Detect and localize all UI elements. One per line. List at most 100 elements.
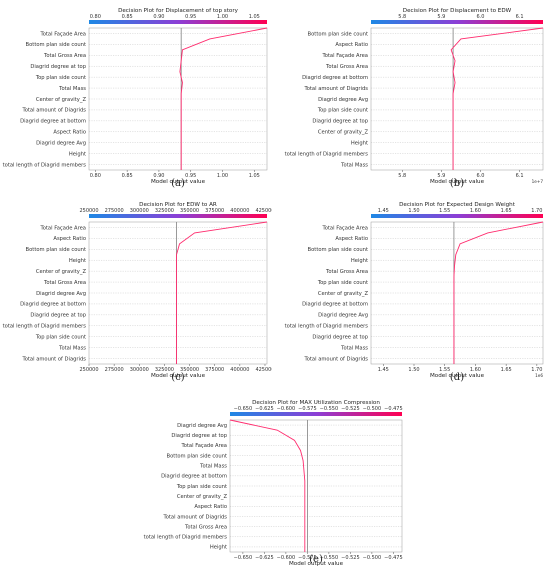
feature-label: total length of Diagrid members (3, 162, 87, 168)
x-tick-label: 5.9 (437, 173, 445, 179)
decision-plot-svg: Decision Plot for MAX Utilization Compre… (144, 400, 403, 567)
decision-plot-svg: Decision Plot for Expected Design Weight… (285, 202, 544, 379)
feature-label: total length of Diagrid members (144, 535, 228, 541)
feature-label: Total amount of Diagrids (21, 356, 86, 362)
feature-label: Diagrid degree at bottom (302, 302, 368, 308)
colorbar (89, 20, 267, 24)
feature-label: Center of gravity_Z (36, 97, 87, 103)
colorbar (371, 214, 543, 218)
x-tick-label: −0.500 (363, 555, 382, 561)
feature-label: Diagrid degree at top (312, 119, 368, 125)
feature-label: Top plan side count (35, 75, 86, 81)
x-tick-label: −0.550 (320, 555, 339, 561)
x-tick-label: 6.1 (516, 173, 524, 179)
feature-label: Diagrid degree Avg (177, 423, 227, 429)
feature-label: Total Façade Area (180, 443, 227, 449)
panel-label: (a) (171, 178, 185, 189)
colorbar-tick-label: 1.65 (501, 208, 512, 214)
feature-label: Total amount of Diagrids (21, 108, 86, 114)
feature-label: Diagrid degree Avg (36, 140, 86, 146)
x-tick-label: −0.475 (384, 555, 403, 561)
x-axis-label: Model output value (151, 373, 206, 378)
feature-label: total length of Diagrid members (285, 151, 369, 157)
colorbar-tick-label: 0.90 (153, 14, 164, 20)
colorbar (371, 20, 543, 24)
feature-label: Total amount of Diagrids (303, 356, 368, 362)
feature-label: Diagrid degree Avg (318, 97, 368, 103)
feature-label: Height (69, 151, 86, 157)
colorbar-tick-label: 1.45 (378, 208, 389, 214)
x-tick-label: 5.8 (398, 173, 406, 179)
x-tick-label: 425000 (255, 367, 272, 373)
x-tick-label: 0.85 (122, 173, 133, 179)
chart-title: Decision Plot for Expected Design Weight (399, 202, 516, 208)
feature-label: Diagrid degree at bottom (161, 474, 227, 480)
decision-plot-4: Decision Plot for Expected Design Weight… (276, 198, 548, 382)
x-tick-label: −0.600 (277, 555, 296, 561)
feature-label: total length of Diagrid members (285, 324, 369, 330)
colorbar-tick-label: −0.475 (384, 406, 403, 412)
x-tick-label: 325000 (155, 367, 174, 373)
x-tick-label: 250000 (79, 367, 98, 373)
feature-label: Total amount of Diagrids (303, 86, 368, 92)
plot-area (370, 27, 544, 171)
chart-title: Decision Plot for Displacement to EDW (403, 8, 512, 14)
decision-plot-svg: Decision Plot for EDW to AR 250000 275000 3… (3, 202, 275, 379)
colorbar (89, 214, 267, 218)
x-tick-label: 0.90 (153, 173, 164, 179)
axis-offset-text: 1e+7 (532, 179, 544, 184)
colorbar-tick-label: 425000 (255, 208, 272, 214)
colorbar-tick-label: 1.60 (470, 208, 481, 214)
feature-label: Diagrid degree Avg (318, 313, 368, 319)
axis-offset-text: 1e6 (535, 373, 543, 378)
feature-label: Total Mass (199, 463, 227, 469)
feature-label: Total amount of Diagrids (162, 514, 227, 520)
plot-area (88, 221, 268, 365)
x-tick-label: 400000 (230, 367, 249, 373)
feature-label: Total Façade Area (321, 225, 368, 231)
feature-label: Aspect Ratio (335, 236, 368, 242)
feature-label: Total Mass (58, 345, 86, 351)
decision-plot-svg: Decision Plot for Displacement to EDW 5.8… (285, 8, 544, 185)
feature-label: Height (351, 258, 368, 264)
x-tick-label: 0.80 (90, 173, 101, 179)
feature-label: Total Mass (58, 86, 86, 92)
feature-label: Top plan side count (176, 484, 227, 490)
feature-label: Diagrid degree Avg (36, 291, 86, 297)
colorbar-tick-label: −0.650 (234, 406, 253, 412)
decision-path (179, 27, 268, 170)
feature-label: Height (69, 258, 86, 264)
colorbar-tick-label: −0.500 (363, 406, 382, 412)
feature-label: Total Gross Area (43, 53, 86, 59)
colorbar-tick-label: 0.85 (122, 14, 133, 20)
x-tick-label: −0.525 (341, 555, 360, 561)
colorbar-tick-label: 250000 (79, 208, 98, 214)
decision-path (450, 27, 544, 170)
chart-title: Decision Plot for Displacement of top st… (118, 8, 239, 14)
feature-label: Bottom plan side count (308, 247, 368, 253)
chart-title: Decision Plot for EDW to AR (139, 202, 217, 208)
feature-label: Bottom plan side count (308, 31, 368, 37)
colorbar (230, 412, 402, 416)
x-tick-label: −0.625 (255, 555, 274, 561)
plot-area (370, 221, 544, 365)
colorbar-tick-label: 275000 (105, 208, 124, 214)
x-tick-label: 1.05 (249, 173, 260, 179)
colorbar-tick-label: 6.1 (516, 14, 524, 20)
decision-plot-3: Decision Plot for EDW to AR 250000 275000 3… (0, 198, 275, 382)
feature-label: Diagrid degree at top (312, 334, 368, 340)
feature-label: Total Mass (340, 162, 368, 168)
plot-area (229, 419, 403, 553)
decision-plot-5: Decision Plot for MAX Utilization Compre… (140, 396, 412, 570)
feature-label: Center of gravity_Z (318, 130, 369, 136)
colorbar-tick-label: −0.550 (320, 406, 339, 412)
feature-label: Bottom plan side count (167, 453, 227, 459)
feature-label: Center of gravity_Z (36, 269, 87, 275)
decision-path (453, 221, 544, 364)
feature-label: Total Gross Area (43, 280, 86, 286)
feature-label: Aspect Ratio (335, 42, 368, 48)
colorbar-tick-label: 1.55 (439, 208, 450, 214)
feature-label: Aspect Ratio (53, 236, 86, 242)
feature-label: Diagrid degree at bottom (20, 302, 86, 308)
feature-label: Bottom plan side count (26, 42, 86, 48)
